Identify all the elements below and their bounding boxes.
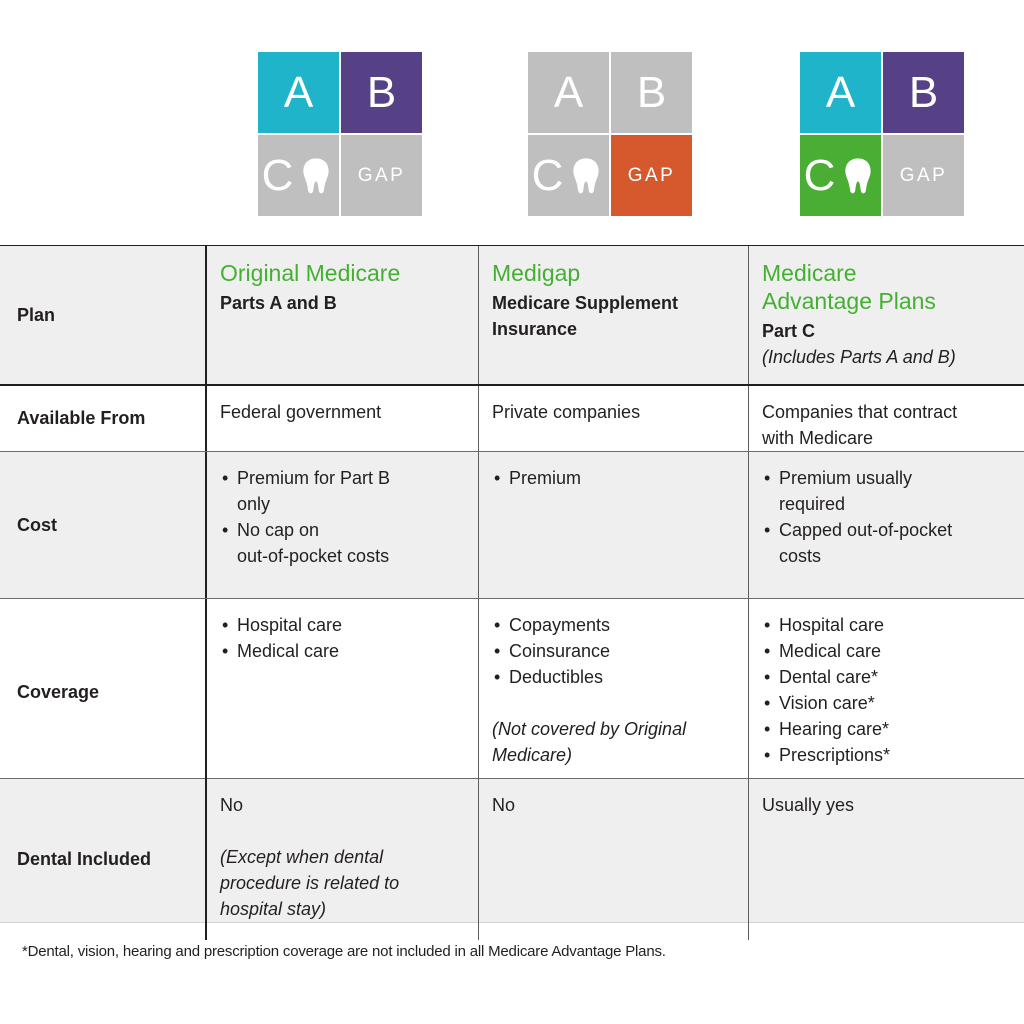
table-row-available-from: Available From Federal government Private … <box>0 384 1024 451</box>
bullet-item: Medical care <box>762 638 1012 664</box>
cell-coverage-col1: Hospital careMedical care <box>205 599 478 786</box>
row-label-plan: Plan <box>17 304 56 325</box>
tile-gap-original-medicare: GAP <box>341 135 422 216</box>
column-header-medigap: Medigap Medicare Supplement Insurance <box>478 246 748 384</box>
tile-label: A <box>283 67 314 117</box>
plan-tiles-legend: A B C GAP A B C GAP A B C GAP <box>0 52 1024 218</box>
tile-c-original-medicare: C <box>258 135 339 216</box>
cell-cost-col1: Premium for Part B onlyNo cap on out-of-… <box>205 452 478 598</box>
row-label-coverage: Coverage <box>17 682 100 702</box>
bullet-list: CopaymentsCoinsuranceDeductibles <box>492 612 736 690</box>
tile-label: C <box>531 150 564 200</box>
bullet-item: Hearing care* <box>762 716 1012 742</box>
column-title: Original Medicare <box>220 260 401 286</box>
cell-available-from-col1: Federal government <box>205 386 478 451</box>
tile-b-original-medicare: B <box>341 52 422 133</box>
tile-c-medigap: C <box>528 135 609 216</box>
bullet-list: Premium usually requiredCapped out-of-po… <box>762 465 1012 569</box>
bullet-item: No cap on out-of-pocket costs <box>220 517 466 569</box>
cell-note: (Not covered by Original Medicare) <box>492 719 687 765</box>
tile-b-medicare-advantage: B <box>883 52 964 133</box>
bullet-item: Deductibles <box>492 664 736 690</box>
table-row-plan: Plan Original Medicare Parts A and B Mediga… <box>0 246 1024 384</box>
tile-label: B <box>636 67 667 117</box>
bullet-item: Copayments <box>492 612 736 638</box>
cell-text: No <box>220 795 244 815</box>
table-row-dental-included: Dental Included No (Except when dental pro… <box>0 778 1024 940</box>
cell-coverage-col3: Hospital careMedical careDental care*Vis… <box>748 599 1024 786</box>
tile-label: A <box>553 67 584 117</box>
cell-dental-included-col1: No (Except when dental procedure is relat… <box>205 779 478 940</box>
cell-text: Private companies <box>492 402 641 422</box>
plan-tiles-medicare-advantage: A B C GAP <box>800 52 964 216</box>
column-header-medicare-advantage-plans: Medicare Advantage Plans Part C (Includes … <box>748 246 1024 384</box>
tile-c-medicare-advantage: C <box>800 135 881 216</box>
column-note: (Includes Parts A and B) <box>762 347 956 367</box>
cell-text: No <box>492 795 516 815</box>
tile-label: GAP <box>627 165 676 186</box>
tile-gap-medicare-advantage: GAP <box>883 135 964 216</box>
cell-cost-col3: Premium usually requiredCapped out-of-po… <box>748 452 1024 598</box>
bullet-list: Premium <box>492 465 736 491</box>
column-subtitle: Part C <box>762 321 816 341</box>
tile-a-medicare-advantage: A <box>800 52 881 133</box>
cell-cost-col2: Premium <box>478 452 748 598</box>
tile-label: B <box>366 67 397 117</box>
bullet-item: Hospital care <box>220 612 466 638</box>
bullet-list: Hospital careMedical care <box>220 612 466 664</box>
cell-text: Companies that contract with Medicare <box>762 402 958 448</box>
bullet-item: Vision care* <box>762 690 1012 716</box>
bullet-item: Dental care* <box>762 664 1012 690</box>
tile-label: GAP <box>899 165 948 186</box>
cell-available-from-col3: Companies that contract with Medicare <box>748 386 1024 451</box>
column-title: Medicare Advantage Plans <box>762 260 936 314</box>
bullet-item: Coinsurance <box>492 638 736 664</box>
cell-coverage-col2: CopaymentsCoinsuranceDeductibles (Not cov… <box>478 599 748 786</box>
table-row-cost: Cost Premium for Part B onlyNo cap on out… <box>0 451 1024 598</box>
tile-label: A <box>825 67 856 117</box>
bullet-item: Medical care <box>220 638 466 664</box>
tile-a-original-medicare: A <box>258 52 339 133</box>
column-title: Medigap <box>492 260 581 286</box>
cell-dental-included-col3: Usually yes <box>748 779 1024 940</box>
bullet-item: Premium for Part B only <box>220 465 466 517</box>
cell-dental-included-col2: No <box>478 779 748 940</box>
bullet-item: Capped out-of-pocket costs <box>762 517 1012 569</box>
bullet-item: Hospital care <box>762 612 1012 638</box>
bullet-item: Premium <box>492 465 736 491</box>
cell-note: (Except when dental procedure is related… <box>220 847 400 919</box>
tile-label: C <box>261 150 294 200</box>
cell-available-from-col2: Private companies <box>478 386 748 451</box>
cell-text: Usually yes <box>762 795 855 815</box>
row-label-dental-included: Dental Included <box>17 849 152 869</box>
bullet-item: Premium usually required <box>762 465 1012 517</box>
plan-tiles-original-medicare: A B C GAP <box>258 52 422 216</box>
footnote: *Dental, vision, hearing and prescriptio… <box>22 943 666 960</box>
row-label-available-from: Available From <box>17 408 146 428</box>
tile-gap-medigap: GAP <box>611 135 692 216</box>
row-label-cost: Cost <box>17 514 57 535</box>
tile-label: B <box>908 67 939 117</box>
comparison-table: Plan Original Medicare Parts A and B Mediga… <box>0 245 1024 940</box>
tile-b-medigap: B <box>611 52 692 133</box>
column-header-original-medicare: Original Medicare Parts A and B <box>205 246 478 384</box>
column-subtitle: Medicare Supplement Insurance <box>492 293 679 339</box>
plan-tiles-medigap: A B C GAP <box>528 52 692 216</box>
table-row-coverage: CoverageHospital careMedical careCopayme… <box>0 598 1024 786</box>
tooth-icon <box>573 157 600 193</box>
cell-text: Federal government <box>220 402 382 422</box>
bullet-list: Premium for Part B onlyNo cap on out-of-… <box>220 465 466 569</box>
bullet-item: Prescriptions* <box>762 742 1012 768</box>
tooth-icon <box>845 157 872 193</box>
tooth-icon <box>303 157 330 193</box>
column-subtitle: Parts A and B <box>220 293 337 313</box>
bullet-list: Hospital careMedical careDental care*Vis… <box>762 612 1012 768</box>
tile-label: GAP <box>357 165 406 186</box>
tile-a-medigap: A <box>528 52 609 133</box>
tile-label: C <box>803 150 836 200</box>
